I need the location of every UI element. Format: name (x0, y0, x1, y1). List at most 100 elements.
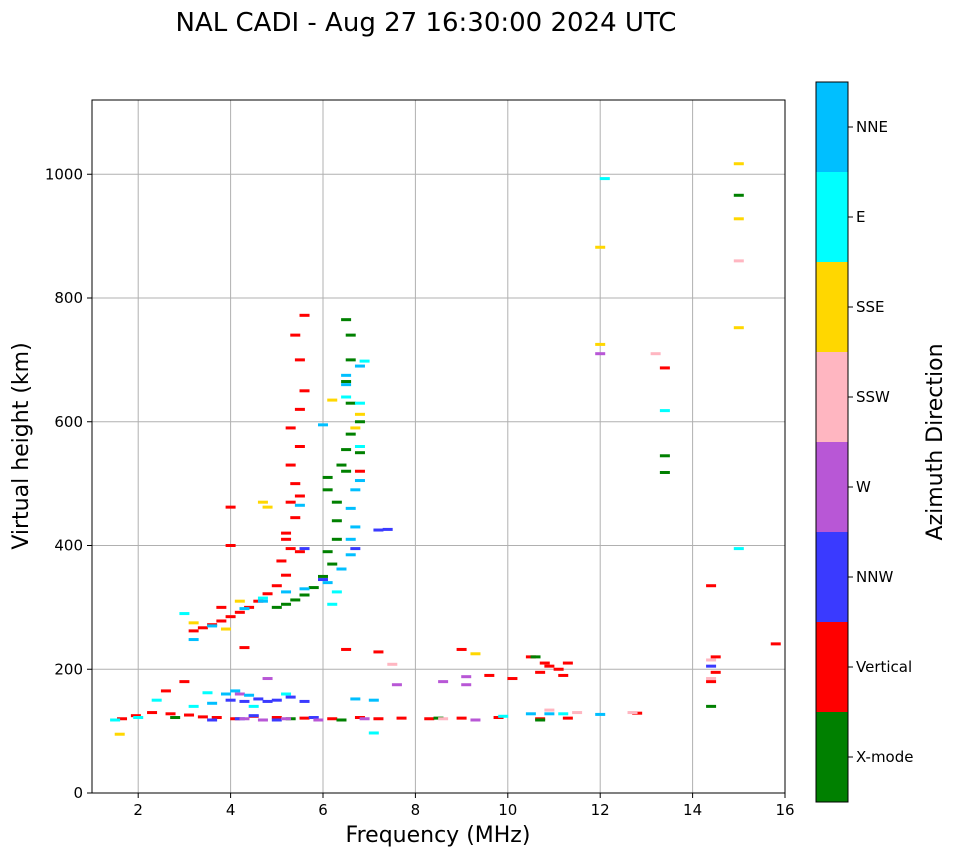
echo-mark (285, 500, 296, 504)
echo-mark (572, 711, 583, 715)
echo-mark (341, 647, 352, 651)
echo-mark (733, 162, 744, 166)
colorbar-frame (815, 81, 849, 803)
x-tick-label: 4 (226, 801, 236, 819)
echo-mark (110, 718, 121, 722)
echo-mark (345, 506, 356, 510)
colorbar-label: Azimuth Direction (923, 343, 948, 540)
echo-mark (336, 463, 347, 467)
plot-frame (91, 99, 786, 794)
echo-mark (188, 629, 199, 633)
echo-mark (271, 718, 282, 722)
echo-mark (368, 731, 379, 735)
colorbar-tick-label: SSW (856, 388, 890, 406)
y-tick-label: 800 (54, 289, 83, 307)
colorbar-tick-label: Vertical (856, 658, 912, 676)
echo-mark (271, 698, 282, 702)
echo-mark (248, 704, 259, 708)
echo-mark (507, 677, 518, 681)
colorbar-segment (816, 622, 848, 712)
echo-mark (160, 689, 171, 693)
echo-mark (197, 626, 208, 630)
echo-mark (239, 646, 250, 650)
x-tick-label: 14 (683, 801, 702, 819)
chart-title: NAL CADI - Aug 27 16:30:00 2024 UTC (176, 8, 677, 38)
echo-mark (276, 559, 287, 563)
echo-mark (299, 716, 310, 720)
echo-mark (188, 621, 199, 625)
x-tick-label: 6 (318, 801, 328, 819)
echo-mark (114, 732, 125, 736)
echo-mark (461, 675, 472, 679)
echo-mark (659, 409, 670, 413)
echo-mark (262, 592, 273, 596)
echo-mark (599, 177, 610, 181)
echo-mark (299, 587, 310, 591)
echo-mark (299, 547, 310, 551)
echo-mark (244, 693, 255, 697)
grid-lines (92, 100, 786, 794)
colorbar-segment (816, 442, 848, 532)
y-tick-label: 600 (54, 413, 83, 431)
echo-mark (354, 401, 365, 405)
echo-mark (733, 326, 744, 330)
echo-mark (558, 712, 569, 716)
echo-mark (341, 469, 352, 473)
echo-mark (299, 699, 310, 703)
y-axis-label: Virtual height (km) (9, 342, 34, 549)
echo-mark (345, 358, 356, 362)
echo-mark (350, 488, 361, 492)
echo-mark (299, 389, 310, 393)
echo-mark (281, 590, 292, 594)
echo-mark (271, 584, 282, 588)
echo-mark (318, 423, 328, 427)
y-tick-label: 1000 (45, 165, 83, 183)
colorbar-segment (816, 172, 848, 262)
echo-mark (368, 698, 379, 702)
echo-mark (285, 695, 296, 699)
echo-mark (396, 716, 407, 720)
echo-mark (350, 426, 361, 430)
echo-mark (299, 593, 310, 597)
echo-mark (733, 547, 744, 551)
echo-mark (382, 527, 393, 531)
echo-mark (322, 488, 333, 492)
echo-mark (336, 567, 347, 571)
echo-mark (456, 716, 467, 720)
colorbar-segment (816, 712, 848, 802)
echo-mark (165, 712, 176, 716)
echo-mark (659, 454, 670, 458)
echo-mark (331, 590, 342, 594)
echo-mark (331, 537, 342, 541)
echo-mark (322, 550, 333, 554)
echo-mark (271, 605, 282, 609)
echo-mark (234, 599, 245, 603)
echo-mark (470, 652, 481, 656)
echo-mark (308, 586, 319, 590)
echo-mark (327, 602, 338, 606)
echo-mark (290, 482, 301, 486)
echo-mark (341, 373, 352, 377)
echo-mark (650, 352, 661, 356)
y-tick-label: 200 (54, 660, 83, 678)
echo-mark (354, 412, 365, 416)
echo-mark (257, 596, 268, 600)
echo-mark (558, 673, 569, 677)
echo-mark (341, 383, 352, 387)
echo-mark (659, 470, 670, 474)
echo-mark (595, 342, 606, 346)
echo-mark (544, 664, 555, 668)
y-tick-label: 400 (54, 537, 83, 555)
colorbar-tick-label: NNW (856, 568, 893, 586)
echo-mark (525, 712, 536, 716)
echo-mark (294, 494, 305, 498)
echo-mark (350, 547, 361, 551)
echo-mark (345, 401, 356, 405)
echo-mark (341, 395, 352, 399)
echo-mark (322, 475, 333, 479)
echo-mark (770, 642, 781, 646)
echo-mark (216, 605, 227, 609)
echo-mark (220, 692, 231, 696)
echo-mark (438, 680, 449, 684)
echo-mark (313, 718, 324, 722)
